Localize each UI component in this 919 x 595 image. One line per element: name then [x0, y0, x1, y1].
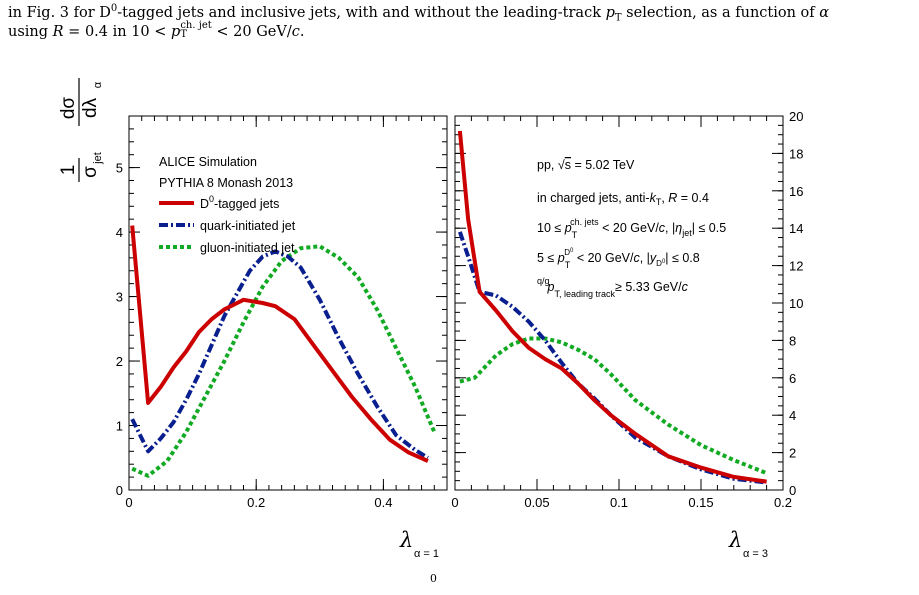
y-tick-label: 5: [116, 161, 123, 176]
legend-label-gluon: gluon-initiated jet: [200, 241, 295, 255]
right-xlabel: λ α = 3: [728, 528, 768, 560]
svg-text:dλ: dλ: [80, 97, 101, 118]
annotation-energy: pp, √s = 5.02 TeV: [537, 158, 635, 172]
svg-text:α = 1: α = 1: [414, 548, 439, 560]
y-tick-label: 2: [116, 354, 123, 369]
x-tick-label: 0.2: [247, 495, 265, 510]
annotation-leading-track: pT, leading trackq/g ≥ 5.33 GeV/c: [537, 276, 689, 299]
y-tick-label: 0: [789, 483, 796, 498]
y-tick-label: 2: [789, 446, 796, 461]
y-tick-label: 14: [789, 221, 803, 236]
series-line-d0-tagged-jets: [457, 130, 767, 484]
svg-text:σ: σ: [80, 166, 101, 178]
y-tick-label: 4: [116, 225, 123, 240]
y-tick-label: 12: [789, 259, 803, 274]
series-line-quark-initiated-jet: [458, 231, 767, 485]
y-tick-label: 0: [116, 483, 123, 498]
svg-text:α = 3: α = 3: [743, 548, 768, 560]
caption-line-2: using R = 0.4 in 10 < p ch. jet T < 20 GeV…: [8, 20, 305, 41]
svg-text:dσ: dσ: [58, 97, 79, 120]
annotations: pp, √s = 5.02 TeV in charged jets, anti-…: [537, 158, 726, 299]
y-tick-label: 18: [789, 146, 803, 161]
annotation-d0-pt: 5 ≤ pTD0 < 20 GeV/c, |yD0| ≤ 0.8: [537, 248, 700, 270]
y-tick-label: 20: [789, 109, 803, 124]
series-line-quark-initiated-jet: [130, 249, 429, 460]
series-line-gluon-initiated-jet: [131, 244, 437, 478]
plot-frame: [128, 115, 448, 491]
left-ylabel: 1 σ jet dσ dλ α: [58, 78, 104, 182]
legend-label-d0: D0-tagged jets: [200, 194, 279, 211]
y-tick-label: 6: [789, 371, 796, 386]
x-tick-label: 0.2: [774, 495, 792, 510]
legend-header-1: ALICE Simulation: [159, 155, 257, 169]
series-line-d0-tagged-jets: [130, 225, 429, 463]
legend-header-2: PYTHIA 8 Monash 2013: [159, 176, 293, 190]
svg-text:λ: λ: [728, 528, 742, 552]
left-xlabel: λ α = 1: [399, 528, 439, 560]
x-tick-label: 0.4: [374, 495, 392, 510]
y-tick-label: 16: [789, 184, 803, 199]
y-tick-label: 10: [789, 296, 803, 311]
annotation-jet-pt: 10 ≤ pTch. jets < 20 GeV/c, |ηjet| ≤ 0.5: [537, 217, 726, 240]
x-tick-label: 0.1: [610, 495, 628, 510]
y-tick-label: 8: [789, 333, 796, 348]
y-tick-label: 4: [789, 408, 796, 423]
svg-text:1: 1: [58, 165, 79, 176]
annotation-jet-algo: in charged jets, anti-kT, R = 0.4: [537, 191, 709, 207]
x-tick-label: 0.05: [524, 495, 549, 510]
legend: ALICE Simulation PYTHIA 8 Monash 2013 D0…: [159, 155, 296, 255]
caption-bottom-fragment: 0: [430, 572, 437, 585]
y-tick-label: 1: [116, 419, 123, 434]
caption-line-1: in Fig. 3 for D0-tagged jets and inclusi…: [8, 3, 830, 24]
y-tick-label: 3: [116, 290, 123, 305]
legend-label-quark: quark-initiated jet: [200, 219, 296, 233]
x-tick-label: 0.15: [688, 495, 713, 510]
svg-text:jet: jet: [92, 152, 104, 165]
x-tick-label: 0: [125, 495, 132, 510]
x-tick-label: 0: [451, 495, 458, 510]
svg-text:α: α: [92, 81, 104, 88]
svg-text:λ: λ: [399, 528, 413, 552]
series-line-gluon-initiated-jet: [459, 336, 768, 476]
left-panel: 0 0.2 0.4 0 1 2 3 4 5: [116, 115, 448, 510]
